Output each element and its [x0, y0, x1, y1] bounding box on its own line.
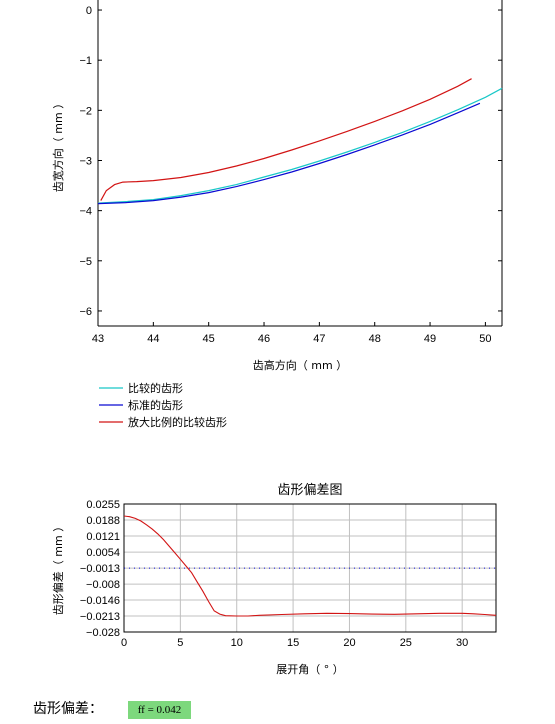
- chart-title: 齿形偏差图: [277, 483, 342, 498]
- x-tick-label: 48: [369, 333, 381, 345]
- x-axis-title: 展开角（ ° ）: [276, 663, 344, 676]
- y-axis-title: 齿形偏差（ mm ）: [51, 521, 65, 615]
- x-tick-label: 25: [400, 637, 412, 649]
- y-tick-label: −0.008: [86, 579, 120, 591]
- y-tick-label: −1: [79, 55, 92, 67]
- x-tick-label: 15: [287, 637, 299, 649]
- ff-value-badge: ff = 0.042: [128, 701, 191, 719]
- legend-label-2: 标准的齿形: [128, 398, 183, 412]
- x-tick-label: 30: [456, 637, 468, 649]
- x-tick-label: 49: [424, 333, 436, 345]
- legend-label-1: 比较的齿形: [128, 381, 183, 395]
- x-tick-label: 0: [121, 637, 127, 649]
- series-line-1: [97, 87, 503, 204]
- y-tick-label: −2: [79, 105, 92, 117]
- x-tick-label: 50: [479, 333, 491, 345]
- y-tick-label: 0: [86, 5, 92, 17]
- y-tick-label: −6: [79, 306, 92, 318]
- series-line-3: [100, 78, 472, 201]
- series-line-2: [97, 102, 481, 205]
- deviation-series-line: [123, 515, 497, 617]
- x-tick-label: 10: [231, 637, 243, 649]
- x-tick-label: 43: [92, 333, 104, 345]
- tooth-profile-chart: 43 44 45 46 47 48 49 50 0 −1 −2 −3 −4 −5 −6 齿高方向（ mm ） 齿…: [51, 0, 503, 372]
- y-tick-label: −0.0146: [80, 595, 120, 607]
- legend-label-3: 放大比例的比较齿形: [128, 415, 227, 429]
- y-tick-label: 0.0255: [86, 499, 120, 511]
- y-tick-label: 0.0121: [86, 531, 120, 543]
- x-tick-label: 5: [177, 637, 183, 649]
- y-tick-label: −0.0013: [80, 563, 120, 575]
- y-axis-title: 齿宽方向（ mm ）: [51, 98, 65, 192]
- x-tick-label: 44: [147, 333, 159, 345]
- x-tick-label: 20: [343, 637, 355, 649]
- deviation-chart: 齿形偏差图 0 5 10 15 20 25 30 0.0255 0.0188 0.0121 0.005…: [51, 483, 497, 676]
- y-tick-label: −5: [79, 256, 92, 268]
- y-tick-label: 0.0188: [86, 515, 120, 527]
- y-tick-label: −4: [79, 206, 92, 218]
- y-tick-label: −3: [79, 155, 92, 167]
- x-tick-label: 46: [258, 333, 270, 345]
- x-tick-label: 45: [203, 333, 215, 345]
- y-tick-label: −0.0213: [80, 611, 120, 623]
- x-axis-title: 齿高方向（ mm ）: [253, 358, 347, 372]
- y-tick-label: 0.0054: [86, 547, 120, 559]
- ff-label: 齿形偏差：: [33, 701, 103, 717]
- y-tick-label: −0.028: [86, 627, 120, 639]
- x-tick-label: 47: [313, 333, 325, 345]
